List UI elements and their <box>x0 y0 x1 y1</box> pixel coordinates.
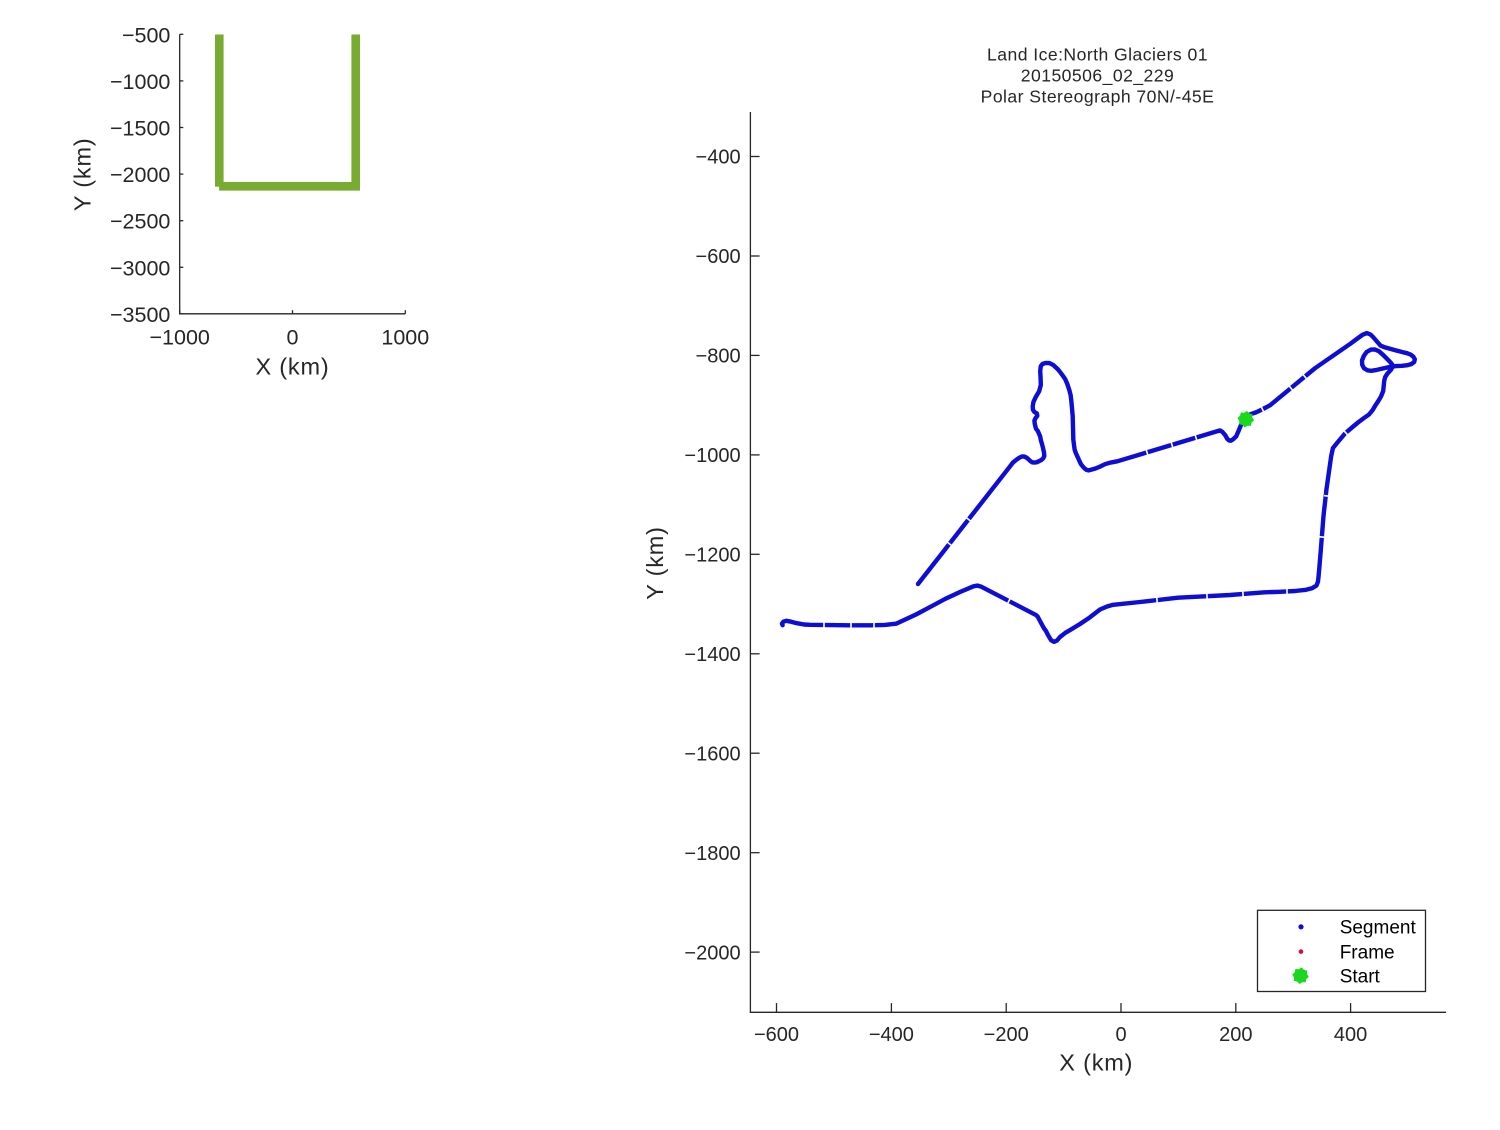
svg-text:−3000: −3000 <box>110 256 170 280</box>
svg-text:−1400: −1400 <box>684 644 740 666</box>
svg-text:−1800: −1800 <box>684 843 740 865</box>
svg-text:−1000: −1000 <box>684 445 740 467</box>
svg-text:Y (km): Y (km) <box>642 526 668 600</box>
svg-text:20150506_02_229: 20150506_02_229 <box>1021 66 1175 87</box>
svg-text:1000: 1000 <box>381 326 429 350</box>
svg-text:Land Ice:North Glaciers 01: Land Ice:North Glaciers 01 <box>987 45 1208 65</box>
svg-text:0: 0 <box>287 326 299 350</box>
svg-text:−1500: −1500 <box>110 117 170 141</box>
svg-text:−3500: −3500 <box>110 303 170 327</box>
svg-text:X (km): X (km) <box>1059 1049 1133 1075</box>
svg-text:−400: −400 <box>869 1024 914 1046</box>
svg-text:−200: −200 <box>984 1024 1029 1046</box>
svg-text:−1200: −1200 <box>684 545 740 567</box>
svg-text:Y (km): Y (km) <box>70 138 96 212</box>
svg-text:Frame: Frame <box>1340 942 1395 963</box>
svg-text:−2500: −2500 <box>110 210 170 234</box>
svg-text:400: 400 <box>1334 1024 1367 1046</box>
svg-text:0: 0 <box>1115 1024 1126 1046</box>
svg-text:−1000: −1000 <box>110 70 170 94</box>
svg-text:Segment: Segment <box>1340 918 1417 939</box>
svg-text:−400: −400 <box>696 147 741 169</box>
svg-text:−1000: −1000 <box>150 326 210 350</box>
svg-text:X (km): X (km) <box>256 353 330 379</box>
svg-text:−800: −800 <box>696 346 741 368</box>
svg-text:200: 200 <box>1219 1024 1252 1046</box>
svg-text:Start: Start <box>1340 967 1381 988</box>
svg-text:−1600: −1600 <box>684 743 740 765</box>
svg-text:−2000: −2000 <box>684 942 740 964</box>
svg-text:−500: −500 <box>122 23 170 47</box>
svg-text:−2000: −2000 <box>110 163 170 187</box>
svg-text:−600: −600 <box>754 1024 799 1046</box>
svg-text:−600: −600 <box>696 246 741 268</box>
svg-text:Polar Stereograph 70N/-45E: Polar Stereograph 70N/-45E <box>981 87 1215 107</box>
